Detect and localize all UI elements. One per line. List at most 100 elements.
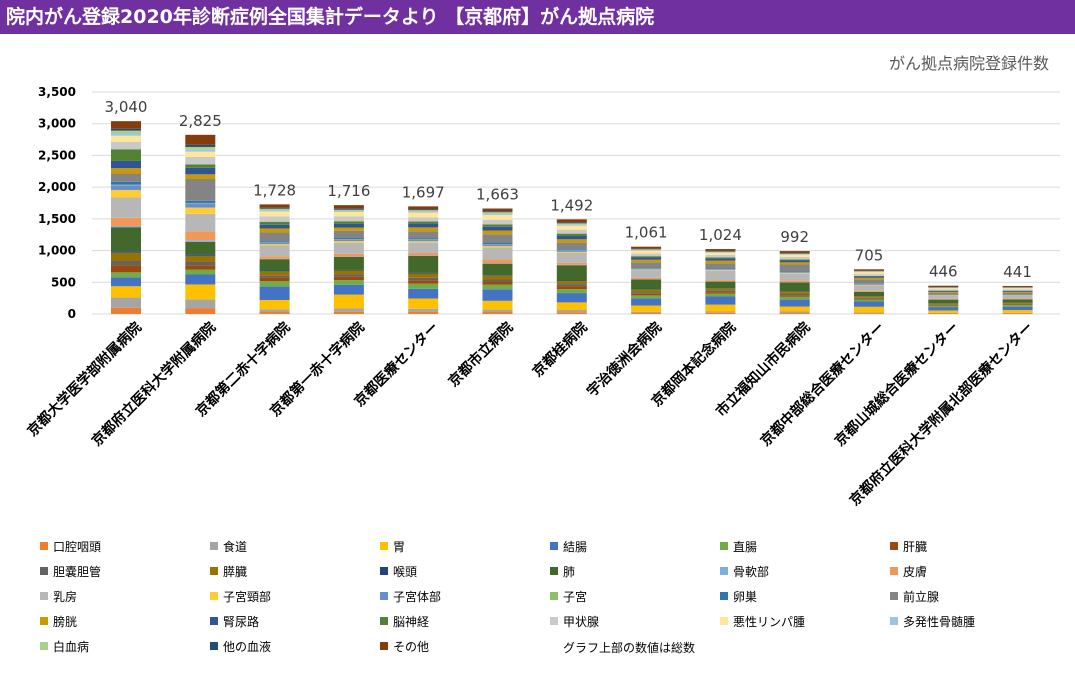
- bar-segment: [556, 224, 587, 226]
- bar-segment: [333, 240, 364, 243]
- bar-segment: [705, 260, 736, 264]
- bar-segment: [259, 210, 290, 212]
- bar-segment: [111, 121, 141, 129]
- bar-segment: [928, 307, 959, 311]
- total-label: 1,663: [476, 186, 519, 204]
- bar-segment: [408, 298, 439, 309]
- bar-segment: [482, 246, 513, 248]
- bar-segment: [259, 311, 290, 314]
- bar-segment: [779, 295, 810, 297]
- y-tick-label: 2,500: [38, 148, 76, 162]
- x-tick-label: 京都桂病院: [529, 319, 591, 381]
- bar-segment: [185, 146, 216, 150]
- bar-segment: [333, 253, 364, 257]
- bar-segment: [779, 252, 810, 254]
- bar-segment: [705, 293, 736, 297]
- bar-segment: [185, 203, 216, 208]
- legend-label: 子宮: [563, 589, 588, 604]
- bars: [111, 121, 1033, 314]
- legend-item: 結腸: [550, 539, 587, 554]
- bar-segment: [631, 253, 662, 257]
- bar-segment: [779, 280, 810, 283]
- bar-segment: [482, 275, 513, 280]
- bar-segment: [111, 307, 141, 314]
- bar-segment: [854, 275, 884, 277]
- bar-segment: [185, 156, 216, 165]
- bar-segment: [705, 251, 736, 253]
- bar-segment: [111, 277, 141, 287]
- legend-item: 子宮体部: [380, 589, 441, 604]
- bar-segment: [779, 251, 810, 253]
- bar-segment: [259, 211, 290, 217]
- bar-segment: [111, 185, 141, 190]
- bar-segment: [111, 184, 141, 186]
- bar-segment: [631, 249, 662, 250]
- bar-segment: [556, 219, 587, 223]
- y-tick-label: 500: [51, 275, 76, 289]
- bar-segment: [631, 277, 662, 280]
- bar-segment: [705, 288, 736, 291]
- legend-item: 子宮: [550, 589, 588, 604]
- bar-segment: [705, 269, 736, 271]
- bar-segment: [111, 252, 141, 261]
- bar-segment: [482, 230, 513, 235]
- bar-segment: [482, 208, 513, 212]
- page-title: 院内がん登録2020年診断症例全国集計データより 【京都府】がん拠点病院: [0, 0, 1075, 34]
- bar-segment: [408, 311, 439, 314]
- bar-segment: [631, 270, 662, 278]
- legend-swatch: [40, 567, 48, 575]
- bar-segment: [631, 250, 662, 254]
- bar-segment: [408, 217, 439, 222]
- bar-segment: [1002, 302, 1033, 304]
- bar-segment: [408, 210, 439, 212]
- bar-segment: [333, 205, 364, 209]
- legend-item: 口腔咽頭: [40, 539, 101, 554]
- bar-segment: [185, 178, 216, 201]
- bar-segment: [556, 280, 587, 282]
- bar-segment: [333, 256, 364, 270]
- bar-segment: [556, 293, 587, 303]
- bar-segment: [185, 265, 216, 270]
- legend-item: 前立腺: [890, 589, 939, 604]
- total-label: 3,040: [105, 98, 148, 116]
- bar-segment: [408, 308, 439, 312]
- total-label: 705: [855, 246, 884, 264]
- total-label: 1,061: [625, 224, 668, 242]
- bar-segment: [259, 228, 290, 233]
- legend-label: 悪性リンパ腫: [733, 614, 806, 629]
- legend-swatch: [40, 542, 48, 550]
- bar-segment: [779, 254, 810, 258]
- bar-segment: [1002, 292, 1033, 295]
- bar-segment: [779, 259, 810, 261]
- bar-segment: [333, 242, 364, 254]
- bar-segment: [408, 238, 439, 240]
- legend-label: 直腸: [733, 539, 758, 554]
- bar-segment: [631, 305, 662, 312]
- legend-item: 卵巣: [720, 589, 757, 604]
- bar-segment: [631, 269, 662, 271]
- bar-segment: [408, 255, 439, 273]
- bar-segment: [185, 174, 216, 179]
- bar-segment: [111, 265, 141, 273]
- bar-segment: [482, 284, 513, 290]
- total-label: 446: [929, 263, 958, 281]
- bar-segment: [779, 273, 810, 281]
- bar-segment: [333, 227, 364, 231]
- bar-segment: [482, 226, 513, 231]
- bar-segment: [705, 254, 736, 258]
- chart-subtitle: がん拠点病院登録件数: [888, 54, 1049, 73]
- legend-swatch: [550, 592, 558, 600]
- stacked-bar-chart: 0 500 1,000 1,500 2,000 2,500 3,000 3,500 3,040…: [24, 85, 1060, 509]
- bar-segment: [333, 238, 364, 240]
- bar-segment: [854, 284, 884, 286]
- bar-segment: [482, 243, 513, 245]
- bar-segment: [705, 252, 736, 255]
- y-tick-label: 1,500: [38, 212, 76, 226]
- bar-segment: [185, 308, 216, 314]
- legend-item: 食道: [210, 539, 247, 554]
- bar-segment: [185, 269, 216, 275]
- y-axis-ticks: 0 500 1,000 1,500 2,000 2,500 3,000 3,500: [38, 85, 76, 321]
- x-tick-label: 京都府立医科大学附属病院: [88, 319, 219, 450]
- legend-item: 皮膚: [890, 564, 927, 579]
- bar-segment: [854, 279, 884, 284]
